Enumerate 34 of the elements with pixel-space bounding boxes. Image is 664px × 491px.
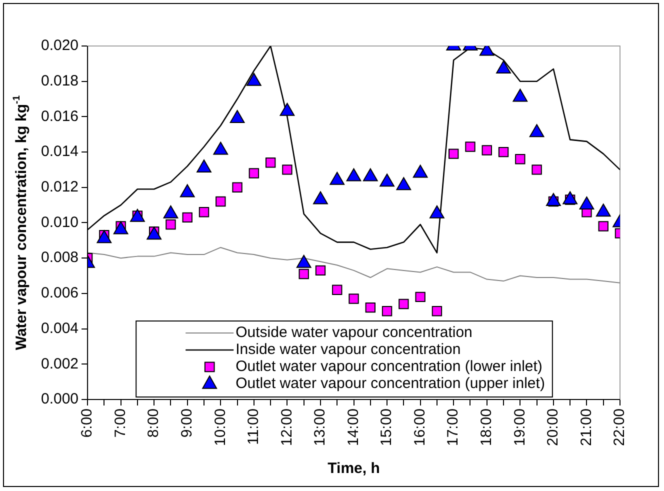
y-tick-label: 0.016 — [40, 108, 79, 125]
y-tick-label: 0.008 — [40, 249, 79, 266]
x-tick-label: 9:00 — [178, 408, 196, 438]
y-tick-label: 0.012 — [40, 178, 79, 196]
y-tick-label: 0.010 — [40, 214, 79, 231]
y-tick-label: 0.002 — [40, 355, 79, 372]
x-tick-label: 18:00 — [478, 408, 496, 446]
x-tick-label: 19:00 — [511, 408, 528, 446]
y-tick-label: 0.006 — [40, 284, 79, 302]
y-tick-label: 0.018 — [40, 72, 79, 90]
x-axis-title: Time, h — [328, 460, 380, 478]
x-tick-label: 17:00 — [444, 408, 462, 446]
legend-label: Inside water vapour concentration — [236, 341, 461, 358]
legend-label: Outlet water vapour concentration (upper inlet) — [236, 375, 545, 392]
y-tick-label: 0.000 — [40, 390, 79, 408]
x-tick-label: 16:00 — [411, 408, 428, 446]
x-tick-label: 8:00 — [145, 408, 162, 438]
x-tick-label: 20:00 — [544, 408, 562, 446]
x-tick-label: 7:00 — [112, 408, 129, 438]
y-tick-label: 0.004 — [40, 320, 79, 337]
x-tick-label: 10:00 — [212, 408, 229, 446]
x-tick-label: 14:00 — [344, 408, 362, 446]
x-tick-label: 11:00 — [245, 408, 262, 445]
x-tick-label: 12:00 — [278, 408, 296, 446]
y-tick-label: 0.020 — [40, 37, 79, 54]
x-tick-label: 6:00 — [78, 408, 96, 438]
legend-label: Outlet water vapour concentration (lower inlet) — [236, 358, 542, 376]
x-tick-label: 21:00 — [578, 408, 595, 446]
legend-label: Outside water vapour concentration — [236, 324, 472, 342]
x-tick-label: 13:00 — [312, 408, 329, 446]
x-tick-label: 22:00 — [611, 408, 628, 446]
y-tick-label: 0.014 — [40, 143, 79, 160]
x-tick-label: 15:00 — [378, 408, 396, 446]
y-axis-title: Water vapour concentration, kg kg-1 — [11, 94, 30, 350]
